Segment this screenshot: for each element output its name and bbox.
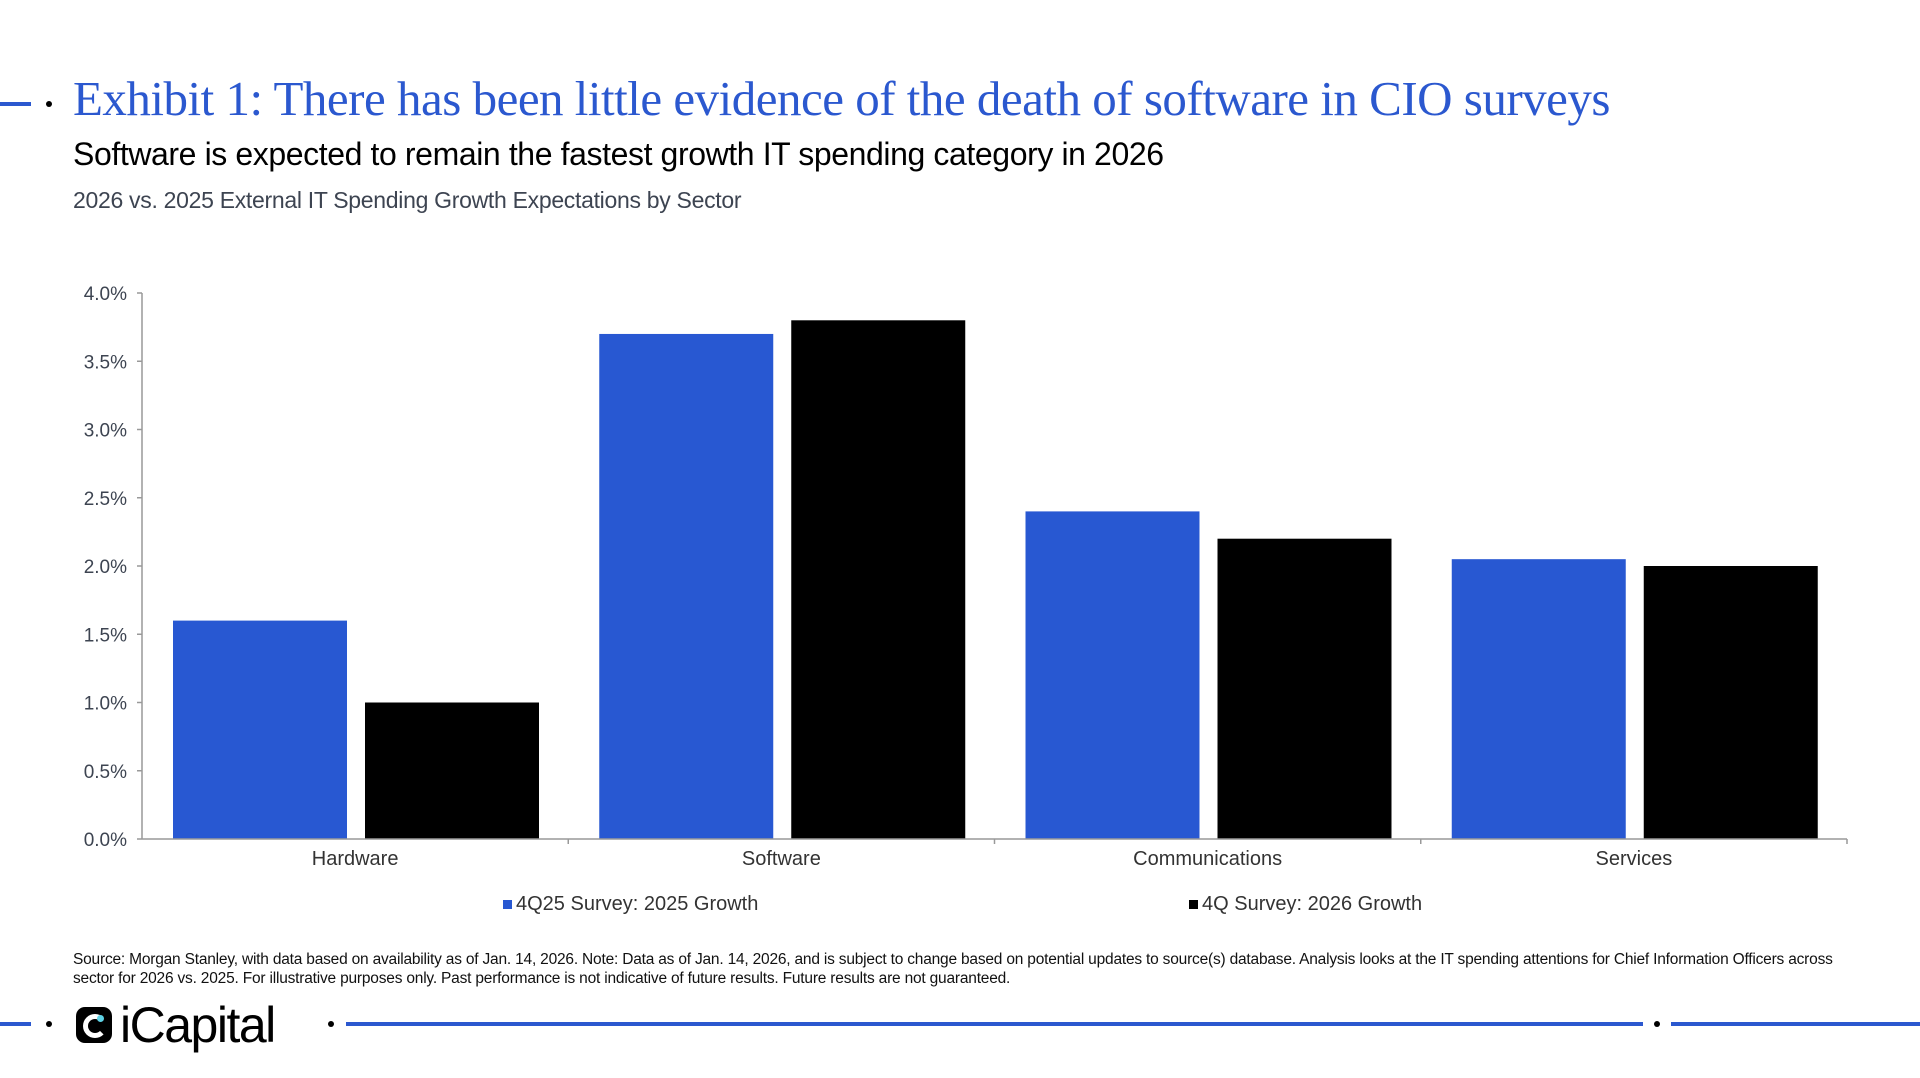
footer-dot bbox=[46, 1021, 52, 1027]
bar-services-series-2 bbox=[1643, 566, 1818, 839]
legend-label: 4Q25 Survey: 2025 Growth bbox=[516, 893, 759, 915]
x-tick-label: Hardware bbox=[312, 848, 399, 870]
footer-rule bbox=[346, 1022, 1643, 1026]
bar-communications-series-2 bbox=[1217, 538, 1392, 839]
x-tick-label: Software bbox=[742, 848, 821, 870]
page-title: Exhibit 1: There has been little evidenc… bbox=[73, 71, 1611, 126]
footer-rule-right bbox=[1671, 1022, 1920, 1026]
bar-hardware-series-2 bbox=[365, 702, 539, 839]
y-tick-label: 1.5% bbox=[84, 625, 127, 646]
source-note: Source: Morgan Stanley, with data based … bbox=[73, 951, 1833, 987]
icapital-logo-icon bbox=[76, 1007, 112, 1043]
y-tick-label: 3.0% bbox=[84, 421, 127, 442]
bar-software-series-1 bbox=[599, 333, 774, 839]
legend-swatch-black bbox=[1189, 900, 1198, 909]
y-tick-label: 2.5% bbox=[84, 489, 127, 510]
logo-wordmark: iCapital bbox=[120, 997, 276, 1053]
bar-chart: Hardware Software Communications Services 0.… bbox=[84, 284, 1848, 870]
footer-left-dash bbox=[0, 1022, 31, 1026]
legend-item-2026: 4Q Survey: 2026 Growth bbox=[1189, 893, 1422, 916]
bar-services-series-1 bbox=[1451, 559, 1626, 839]
bar-communications-series-1 bbox=[1025, 511, 1200, 839]
header-dot bbox=[46, 101, 52, 107]
y-tick-label: 0.0% bbox=[84, 830, 127, 851]
header-accent-dash bbox=[0, 102, 31, 106]
y-tick-label: 1.0% bbox=[84, 694, 127, 715]
legend-item-2025: 4Q25 Survey: 2025 Growth bbox=[503, 893, 758, 916]
y-tick-label: 2.0% bbox=[84, 557, 127, 578]
bar-software-series-2 bbox=[791, 320, 966, 839]
y-tick-label: 4.0% bbox=[84, 284, 127, 305]
legend-swatch-blue bbox=[503, 900, 512, 909]
y-tick-label: 0.5% bbox=[84, 762, 127, 783]
x-tick-label: Services bbox=[1596, 848, 1673, 870]
chart-heading: 2026 vs. 2025 External IT Spending Growt… bbox=[73, 187, 742, 213]
footer-dot bbox=[1654, 1021, 1660, 1027]
chart-legend: 4Q25 Survey: 2025 Growth 4Q Survey: 2026… bbox=[0, 893, 1920, 923]
legend-label: 4Q Survey: 2026 Growth bbox=[1202, 893, 1423, 915]
y-tick-label: 3.5% bbox=[84, 352, 127, 373]
footer-dot bbox=[328, 1021, 334, 1027]
x-tick-label: Communications bbox=[1133, 848, 1282, 870]
page-subtitle: Software is expected to remain the faste… bbox=[73, 136, 1164, 172]
bar-hardware-series-1 bbox=[173, 620, 347, 839]
icapital-logo: iCapital bbox=[76, 997, 276, 1053]
